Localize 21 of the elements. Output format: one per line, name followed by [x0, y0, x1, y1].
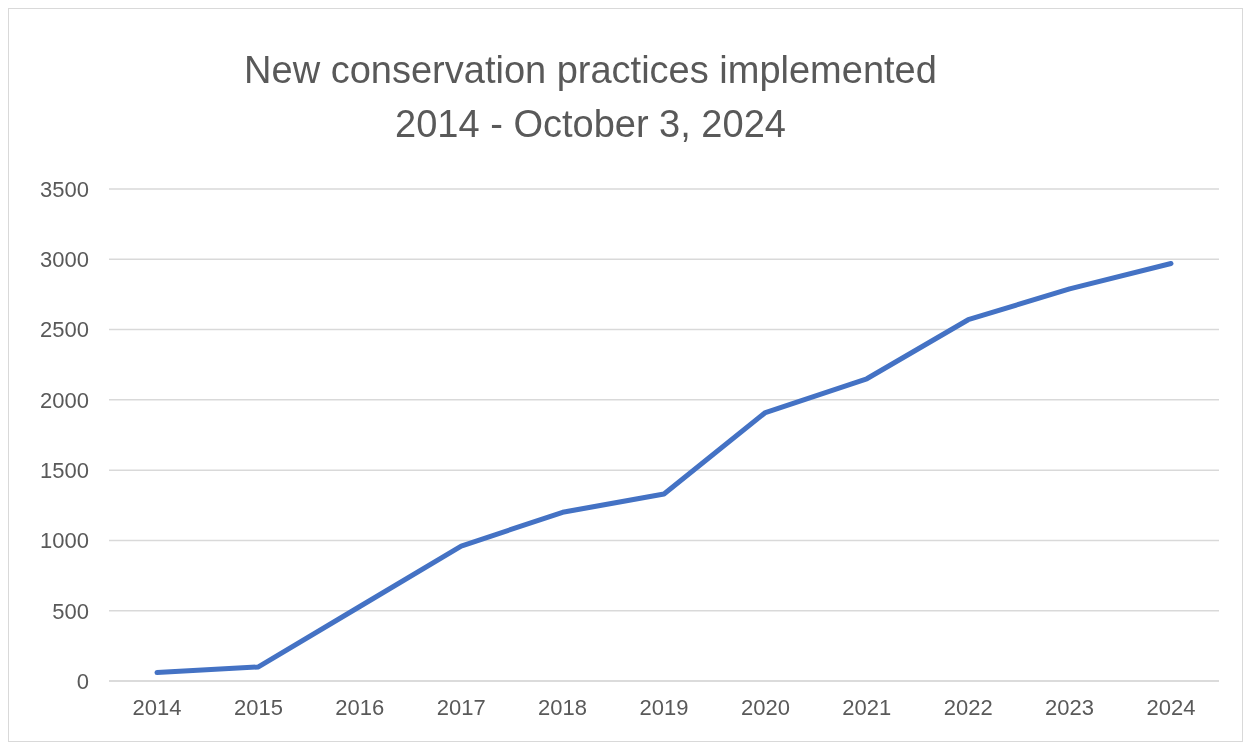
x-tick-label: 2021	[842, 694, 892, 720]
x-tick-label: 2023	[1045, 694, 1095, 720]
y-tick-label: 2000	[40, 387, 89, 413]
x-tick-label: 2022	[943, 694, 993, 720]
y-tick-label: 0	[76, 668, 89, 694]
x-tick-label: 2017	[436, 694, 486, 720]
y-tick-label: 1000	[40, 528, 89, 554]
y-tick-label: 1500	[40, 457, 89, 483]
x-tick-label: 2016	[335, 694, 385, 720]
y-tick-label: 3000	[40, 247, 89, 273]
x-tick-label: 2019	[639, 694, 689, 720]
y-tick-label: 2500	[40, 317, 89, 343]
x-tick-label: 2018	[538, 694, 588, 720]
chart-subtitle: 2014 - October 3, 2024	[394, 102, 787, 147]
x-tick-label: 2014	[132, 694, 182, 720]
x-tick-label: 2024	[1146, 694, 1196, 720]
x-tick-label: 2020	[740, 694, 790, 720]
y-tick-label: 500	[52, 598, 89, 624]
chart-title: New conservation practices implemented	[243, 48, 938, 93]
y-tick-label: 3500	[40, 176, 89, 202]
x-tick-label: 2015	[233, 694, 283, 720]
